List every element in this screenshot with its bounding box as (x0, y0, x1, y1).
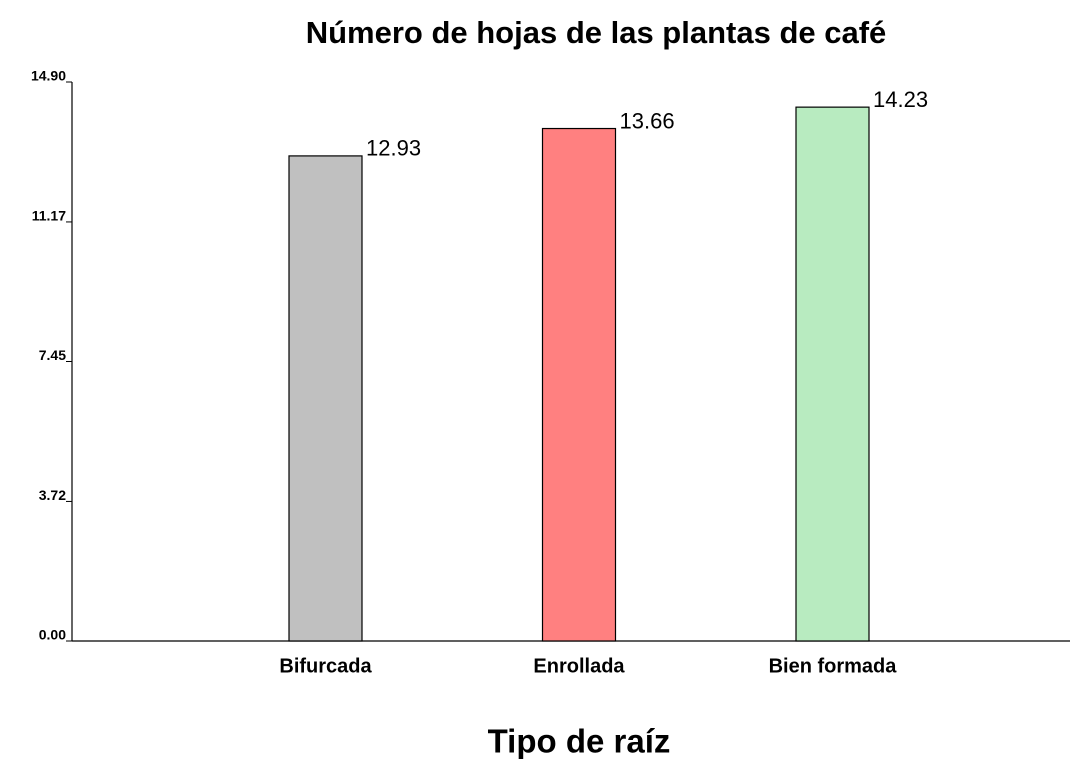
value-label: 13.66 (620, 108, 675, 133)
x-tick-label: Bien formada (769, 655, 898, 677)
y-tick-label: 14.90 (31, 68, 66, 84)
y-tick-label: 7.45 (39, 347, 66, 363)
bar (288, 155, 363, 642)
x-tick-label: Bifurcada (279, 655, 372, 677)
y-tick-label: 3.72 (39, 487, 66, 503)
value-label: 12.93 (366, 136, 421, 161)
y-tick-label: 11.17 (32, 208, 66, 224)
chart-title: Número de hojas de las plantas de café (306, 15, 887, 50)
bar (541, 127, 617, 642)
value-label: 14.23 (873, 87, 928, 112)
x-tick-label: Enrollada (533, 655, 625, 677)
x-axis-label: Tipo de raíz (488, 723, 671, 759)
y-tick-label: 0.00 (39, 627, 66, 643)
bar (795, 106, 870, 642)
